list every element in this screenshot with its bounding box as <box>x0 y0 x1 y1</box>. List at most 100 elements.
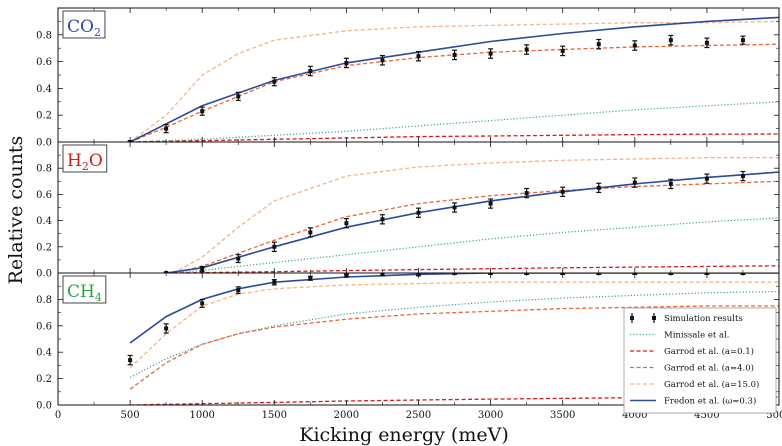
series-min-line <box>173 217 779 273</box>
sim-marker <box>380 58 385 63</box>
series-fre-line <box>165 171 779 273</box>
sim-marker <box>236 288 241 293</box>
panel-label-tail: O <box>89 151 103 171</box>
series-min-line <box>129 290 779 378</box>
sim-marker <box>596 185 601 190</box>
sim-marker <box>308 68 313 73</box>
sim-marker <box>308 230 313 235</box>
panel-label-text: CO2 <box>67 17 101 39</box>
sim-point <box>271 77 277 87</box>
legend-entry-sim: Simulation results <box>630 313 743 324</box>
sim-point <box>163 323 169 334</box>
sim-marker <box>524 47 529 52</box>
x-tick-label: 4000 <box>622 410 647 421</box>
sim-point <box>307 227 313 238</box>
y-tick-label: 0.6 <box>36 321 52 332</box>
sim-point <box>271 241 277 252</box>
series-g150-line <box>173 157 779 273</box>
x-axis-title: Kicking energy (meV) <box>299 424 509 446</box>
sim-point <box>704 37 710 49</box>
y-tick-label: 0.4 <box>36 84 52 95</box>
panel-label-sub: 2 <box>94 26 101 39</box>
sim-point <box>127 354 133 366</box>
y-tick-label: 0.0 <box>36 269 52 280</box>
panel-label-box <box>62 10 106 39</box>
sim-point <box>524 44 530 55</box>
y-tick-label: 0.4 <box>36 216 52 227</box>
legend-entry-g150: Garrod et al. (a=15.0) <box>630 379 759 390</box>
y-tick-label: 0.2 <box>36 111 52 122</box>
y-tick-label: 0.8 <box>36 30 52 41</box>
panel-label-main: CO <box>67 17 94 37</box>
y-tick-label: 0.2 <box>36 374 52 385</box>
sim-marker <box>704 176 709 181</box>
x-tick-label: 0 <box>55 410 61 421</box>
y-tick-label: 0.8 <box>36 164 52 175</box>
sim-marker <box>596 42 601 47</box>
sim-point <box>632 40 638 51</box>
x-tick-label: 500 <box>121 410 140 421</box>
sim-point <box>271 279 277 286</box>
panel-label-sub: 4 <box>95 291 102 304</box>
panel-label-text: CH4 <box>67 282 102 304</box>
sim-point <box>524 187 530 199</box>
sim-point <box>416 50 421 62</box>
x-tick-label: 3000 <box>478 410 503 421</box>
x-tick-label: 1000 <box>189 410 214 421</box>
series-g40-line <box>129 305 779 390</box>
sim-marker <box>164 126 169 131</box>
sim-point <box>452 202 458 213</box>
sim-point <box>379 214 385 225</box>
sim-point <box>740 35 746 45</box>
sim-point <box>740 170 746 182</box>
panel-1-curves <box>163 157 779 273</box>
sim-marker <box>524 191 529 196</box>
panel-frame <box>57 7 780 143</box>
x-tick-label: 4500 <box>694 410 719 421</box>
legend-entry-g01: Garrod et al. (a=0.1) <box>630 346 754 357</box>
series-fre-line <box>129 16 779 142</box>
x-tick-labels: 0 500 1000 1500 2000 2500 3000 3500 4000 4500 5000 <box>55 410 782 421</box>
panel-label-main: H <box>67 151 82 171</box>
sim-marker <box>200 301 205 306</box>
sim-marker <box>668 38 673 43</box>
sim-point <box>307 275 313 281</box>
legend-box <box>623 307 777 414</box>
series-g150-line <box>129 281 779 369</box>
sim-marker <box>272 244 277 249</box>
y-tick-label: 0.0 <box>36 138 52 149</box>
sim-marker <box>380 217 385 222</box>
legend-marker <box>652 316 656 320</box>
sim-marker <box>740 38 745 43</box>
sim-point <box>379 54 385 66</box>
sim-marker <box>272 280 277 285</box>
sim-marker <box>704 40 709 45</box>
x-tick-label: 1500 <box>262 410 287 421</box>
y-tick-label: 0.0 <box>36 401 52 412</box>
sim-marker <box>560 48 565 53</box>
sim-point <box>235 254 241 264</box>
legend-entry-g40: Garrod et al. (a=4.0) <box>630 363 754 374</box>
sim-point <box>488 48 494 59</box>
series-g150-line <box>129 20 779 142</box>
panel-label: CO2 <box>62 10 106 39</box>
series-g40-line <box>129 43 779 142</box>
sim-marker <box>272 79 277 84</box>
panel-label-text: H2O <box>67 151 103 173</box>
sim-point <box>307 65 313 77</box>
sim-point <box>343 218 349 229</box>
sim-point <box>704 173 710 184</box>
legend-label: Minissale et al. <box>664 331 730 341</box>
sim-point <box>668 178 674 190</box>
x-tick-label: 2000 <box>334 410 359 421</box>
legend-entry-fre: Fredon et al. (ω=0.3) <box>630 396 756 407</box>
series-g01-line <box>173 265 779 273</box>
sim-marker <box>344 221 349 226</box>
sim-point <box>668 34 674 46</box>
series-g40-line <box>173 180 779 273</box>
sim-point <box>452 49 458 61</box>
legend-entry-min: Minissale et al. <box>630 331 730 341</box>
sim-point <box>632 177 638 188</box>
sim-marker <box>416 54 421 59</box>
